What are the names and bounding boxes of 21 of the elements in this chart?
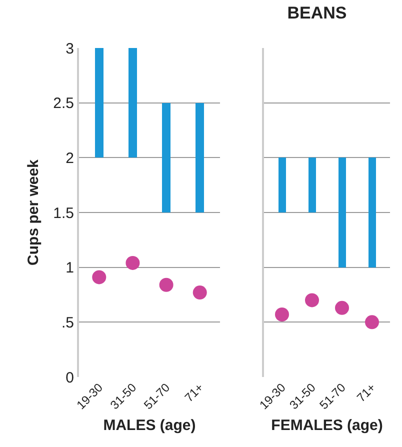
y-tick-label: 1 <box>66 260 74 277</box>
y-tick-label: 3 <box>66 40 74 58</box>
y-tick-label: 2 <box>66 150 74 167</box>
point <box>192 286 207 300</box>
y-tick-label: 2.5 <box>53 95 74 112</box>
y-axis-title: Cups per week <box>25 158 42 266</box>
x-tick-label: 71+ <box>182 380 206 405</box>
x-axis-title: MALES (age) <box>103 417 196 434</box>
x-axis-title: FEMALES (age) <box>271 417 383 434</box>
point <box>335 300 349 315</box>
chart-title: BEANS <box>287 4 347 23</box>
point <box>126 256 140 270</box>
y-tick-label: 1.5 <box>53 204 74 222</box>
point <box>305 293 319 308</box>
point <box>92 270 106 284</box>
y-tick-label: .5 <box>61 314 74 332</box>
point <box>365 315 379 330</box>
point <box>275 307 289 322</box>
x-tick-label: 71+ <box>354 380 378 405</box>
point <box>159 278 174 292</box>
y-tick-label: 0 <box>66 369 74 386</box>
